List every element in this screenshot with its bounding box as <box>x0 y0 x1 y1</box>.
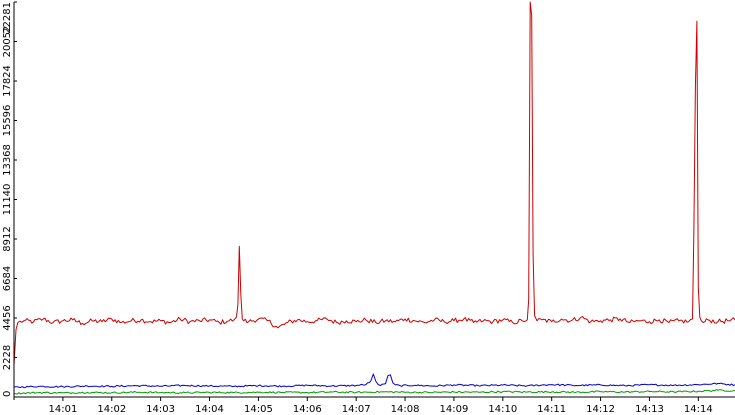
y-tick-label: 0 <box>2 391 13 397</box>
y-tick-label: 15596 <box>2 105 13 137</box>
x-tick-label: 14:06 <box>293 404 322 415</box>
x-tick-label: 14:02 <box>97 404 126 415</box>
x-tick-label: 14:04 <box>195 404 224 415</box>
y-tick-label: 13368 <box>2 144 13 176</box>
series-line-2 <box>13 373 735 389</box>
y-tick-label: 2228 <box>2 345 13 370</box>
y-tick-label: 11140 <box>2 184 13 216</box>
x-tick-label: 14:09 <box>439 404 468 415</box>
y-tick-label: 4456 <box>2 305 13 330</box>
x-tick-label: 14:01 <box>48 404 77 415</box>
series-line-1 <box>13 1 735 366</box>
series-layer <box>13 1 735 395</box>
x-tick-label: 14:07 <box>342 404 371 415</box>
x-tick-label: 14:05 <box>244 404 273 415</box>
x-tick-label: 14:08 <box>391 404 420 415</box>
x-tick-label: 14:14 <box>684 404 713 415</box>
y-tick-label: 8912 <box>2 226 13 251</box>
series-line-3 <box>13 389 735 395</box>
x-tick-label: 14:11 <box>537 404 566 415</box>
y-tick-label: 20052 <box>2 26 13 58</box>
y-tick-label: 22281 <box>2 2 13 34</box>
x-tick-label: 14:03 <box>146 404 175 415</box>
x-tick-label: 14:10 <box>488 404 517 415</box>
x-tick-label: 14:12 <box>586 404 615 415</box>
y-tick-label: 6684 <box>2 266 13 291</box>
x-tick-label: 14:13 <box>635 404 664 415</box>
y-tick-label: 17824 <box>2 65 13 97</box>
